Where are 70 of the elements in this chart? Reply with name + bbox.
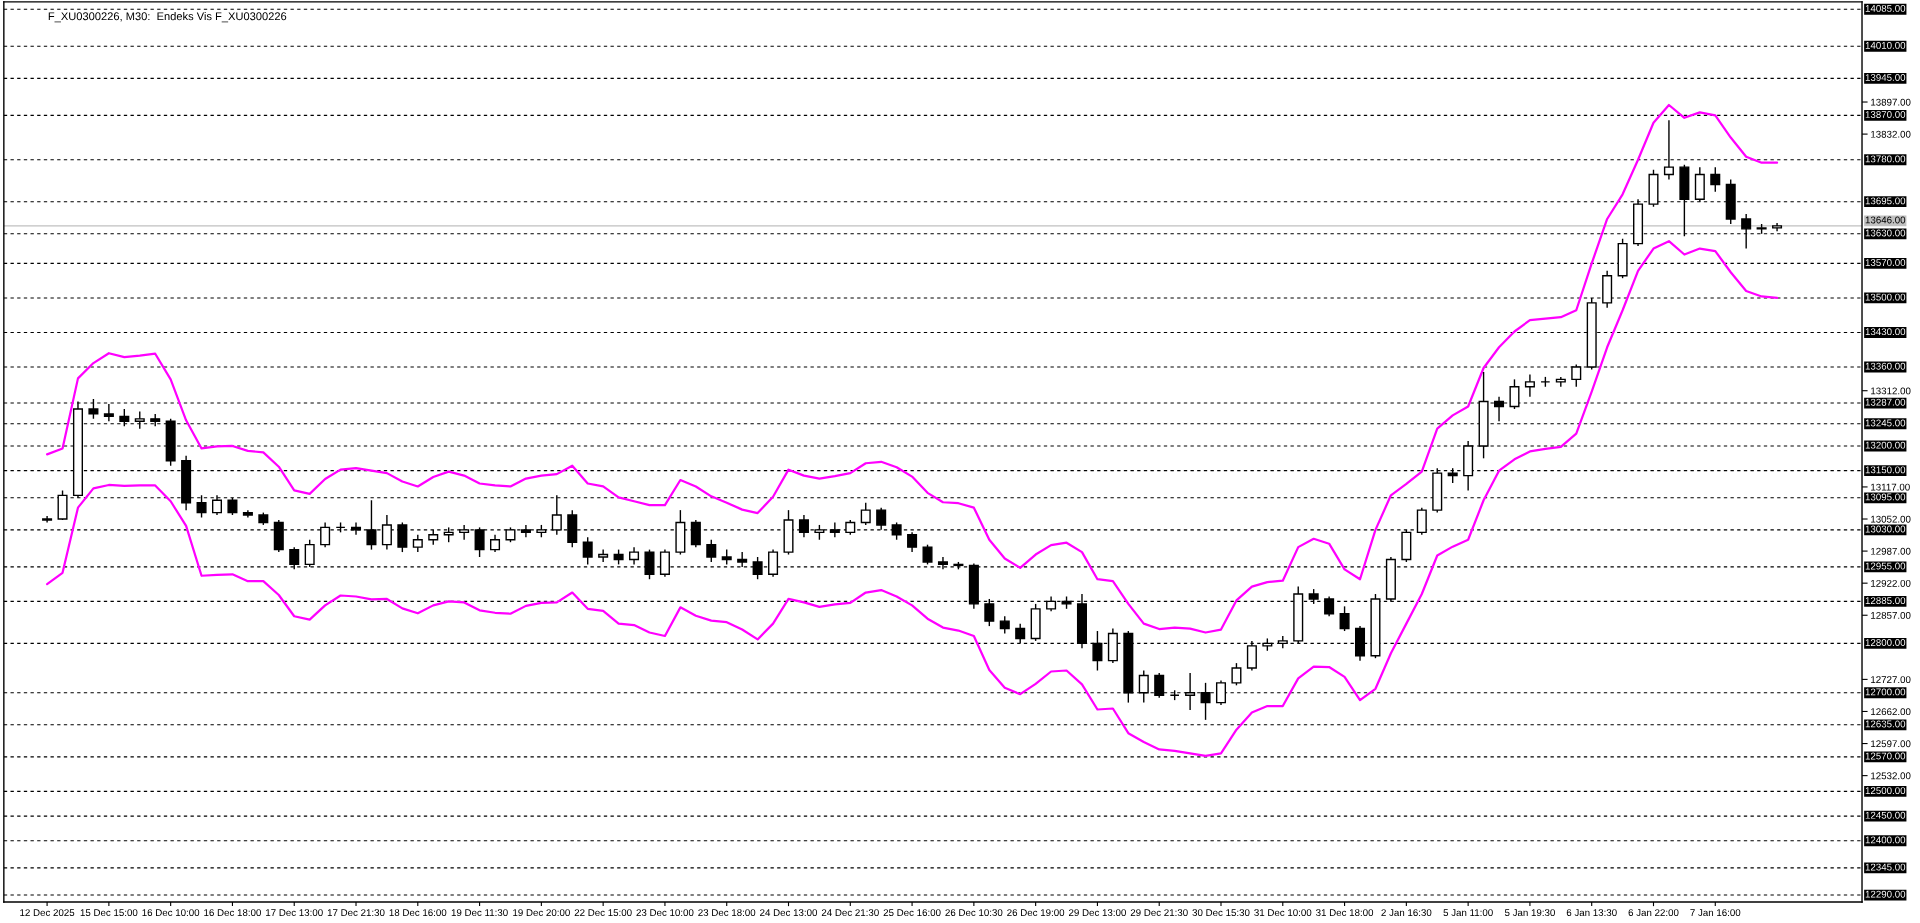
x-tick-label: 6 Jan 13:30 (1566, 909, 1617, 917)
y-tick-label: 12532.00 (1871, 772, 1911, 780)
x-tick-label: 17 Dec 21:30 (327, 909, 385, 917)
x-tick-label: 23 Dec 10:00 (636, 909, 694, 917)
ref-line-label: 13150.00 (1865, 466, 1906, 474)
x-tick-label: 26 Dec 19:00 (1007, 909, 1065, 917)
text: F_XU0300226, M30: Endeks Vis F_XU0300226 (48, 12, 287, 23)
x-tick-label: 29 Dec 21:30 (1130, 909, 1188, 917)
ref-line-label: 13570.00 (1865, 259, 1906, 266)
y-tick-label: 12597.00 (1871, 740, 1911, 748)
ref-line-label: 14010.00 (1865, 41, 1906, 49)
y-tick-label: 12662.00 (1871, 708, 1911, 716)
x-tick-label: 15 Dec 15:00 (80, 909, 138, 917)
ref-line-label: 12345.00 (1865, 863, 1906, 871)
x-tick-label: 2 Jan 16:30 (1381, 909, 1432, 917)
ref-line-label: 12700.00 (1865, 688, 1906, 696)
y-tick-label: 13832.00 (1871, 130, 1911, 138)
y-tick-label: 12857.00 (1871, 611, 1911, 619)
x-tick-label: 22 Dec 15:00 (574, 909, 632, 917)
x-tick-label: 5 Jan 19:30 (1504, 909, 1555, 917)
x-tick-label: 31 Dec 10:00 (1254, 909, 1312, 917)
y-tick-label: 12987.00 (1871, 547, 1911, 555)
ref-line-label: 12450.00 (1865, 811, 1906, 819)
x-tick-label: 18 Dec 16:00 (389, 909, 447, 917)
ref-line-label: 12500.00 (1865, 787, 1906, 795)
y-tick-label: 13312.00 (1871, 387, 1911, 395)
x-tick-label: 25 Dec 16:00 (883, 909, 941, 917)
x-tick-label: 12 Dec 2025 (20, 909, 75, 917)
ref-line-label: 13630.00 (1865, 229, 1906, 237)
x-tick-label: 7 Jan 16:00 (1690, 909, 1741, 917)
ref-line-label: 13095.00 (1865, 493, 1906, 501)
y-tick-label: 12727.00 (1871, 676, 1911, 684)
ref-line-label: 14085.00 (1865, 4, 1906, 12)
x-tick-label: 19 Dec 20:00 (513, 909, 570, 917)
x-tick-label: 16 Dec 10:00 (142, 909, 200, 917)
y-tick-label: 13117.00 (1871, 483, 1910, 491)
ref-line-label: 13030.00 (1865, 525, 1906, 533)
ref-line-label: 13200.00 (1865, 441, 1906, 449)
ref-line-label: 12800.00 (1865, 639, 1906, 646)
ref-line-label: 12400.00 (1865, 836, 1906, 844)
x-tick-label: 31 Dec 18:00 (1316, 909, 1374, 917)
x-tick-label: 29 Dec 13:00 (1069, 909, 1126, 917)
ref-line-label: 12885.00 (1865, 597, 1906, 605)
ref-line-label: 13695.00 (1865, 197, 1906, 205)
ref-line-label: 13780.00 (1865, 155, 1906, 163)
x-tick-label: 19 Dec 11:30 (451, 909, 508, 917)
ref-line-label: 13430.00 (1865, 328, 1906, 336)
ref-line-label: 13945.00 (1865, 74, 1906, 81)
ref-line-label: 13287.00 (1865, 398, 1906, 406)
x-tick-label: 16 Dec 18:00 (204, 909, 261, 917)
x-tick-label: 30 Dec 15:30 (1192, 909, 1250, 917)
x-tick-label: 5 Jan 11:00 (1443, 909, 1493, 917)
ref-line-label: 13360.00 (1865, 362, 1906, 370)
ref-line-label: 12955.00 (1865, 562, 1906, 570)
y-tick-label: 13897.00 (1871, 98, 1911, 106)
x-tick-label: 26 Dec 10:30 (945, 909, 1003, 917)
x-tick-label: 24 Dec 13:00 (760, 909, 818, 917)
ref-line-label: 12570.00 (1865, 752, 1906, 760)
y-tick-label: 12922.00 (1871, 579, 1911, 587)
x-tick-label: 24 Dec 21:30 (821, 909, 879, 917)
y-tick-label: 13052.00 (1871, 515, 1911, 523)
ref-line-label: 12635.00 (1865, 720, 1906, 728)
ref-line-label: 13500.00 (1865, 293, 1906, 301)
x-tick-label: 17 Dec 13:00 (266, 909, 323, 917)
ref-line-label: 13646.00 (1865, 216, 1906, 224)
x-tick-label: 6 Jan 22:00 (1628, 909, 1679, 917)
ref-line-label: 13245.00 (1865, 419, 1906, 427)
ref-line-label: 12290.00 (1865, 890, 1906, 898)
ref-line-label: 13870.00 (1865, 111, 1906, 118)
x-tick-label: 23 Dec 18:00 (698, 909, 756, 917)
